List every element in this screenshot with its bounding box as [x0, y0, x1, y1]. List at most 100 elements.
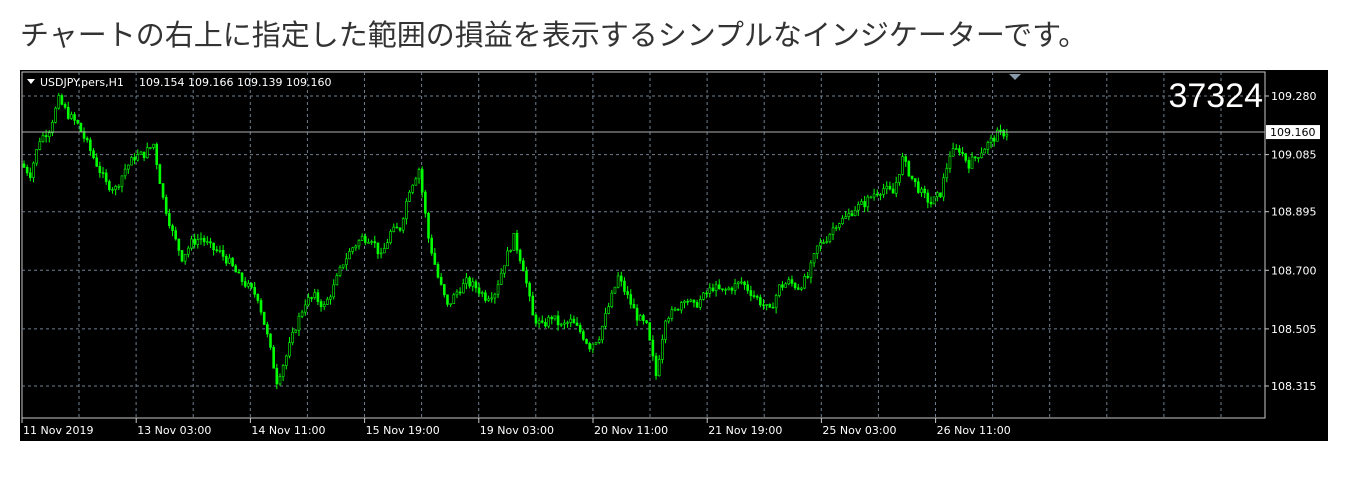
- candle-body: [686, 300, 689, 303]
- candle-body: [547, 316, 550, 327]
- candle-body: [183, 253, 187, 262]
- candle-body: [822, 242, 825, 244]
- candle-body: [73, 114, 76, 121]
- candle-body: [746, 284, 749, 291]
- candle-body: [727, 287, 731, 290]
- candle-body: [234, 265, 238, 273]
- candle-body: [866, 196, 870, 208]
- candle-body: [518, 249, 522, 262]
- candle-body: [41, 135, 45, 142]
- candle-body: [114, 186, 117, 190]
- candle-body: [47, 132, 51, 138]
- candle-body: [357, 240, 361, 247]
- candle-body: [875, 193, 879, 196]
- candle-body: [177, 238, 181, 251]
- candle-body: [329, 296, 332, 300]
- candle-body: [95, 157, 98, 167]
- candle-body: [70, 114, 73, 119]
- candle-body: [199, 237, 203, 240]
- candle-body: [831, 227, 835, 235]
- candle-body: [259, 300, 263, 313]
- candle-body: [907, 161, 911, 177]
- candle-body: [714, 284, 718, 292]
- candle-body: [155, 143, 159, 165]
- candle-body: [771, 306, 775, 309]
- candle-body: [458, 291, 462, 294]
- candle-body: [607, 306, 610, 314]
- candle-body: [762, 304, 765, 307]
- candle-body: [313, 292, 317, 298]
- candle-body: [926, 192, 930, 203]
- candle-body: [942, 177, 945, 198]
- candle-body: [307, 297, 310, 306]
- candle-body: [977, 157, 980, 159]
- candle-body: [253, 287, 256, 295]
- candle-body: [664, 320, 667, 340]
- candle-body: [572, 318, 576, 324]
- candle-body: [594, 342, 598, 345]
- candle-body: [563, 322, 566, 325]
- candle-body: [825, 241, 829, 243]
- candle-body: [373, 241, 377, 244]
- candle-body: [278, 376, 282, 385]
- candle-body: [433, 252, 437, 265]
- candle-body: [705, 292, 708, 295]
- candle-body: [297, 315, 301, 331]
- candle-body: [133, 157, 136, 161]
- candle-body: [493, 293, 497, 299]
- candle-body: [300, 311, 304, 317]
- candle-body: [417, 169, 421, 180]
- candle-body: [996, 129, 999, 142]
- candle-body: [187, 247, 190, 255]
- candle-body: [945, 168, 949, 179]
- candle-body: [332, 284, 336, 298]
- candle-body: [967, 159, 971, 169]
- candle-body: [803, 276, 806, 289]
- candle-body: [847, 213, 851, 218]
- candle-body: [452, 294, 456, 305]
- candle-body: [92, 150, 95, 159]
- candle-body: [506, 250, 509, 267]
- candle-body: [838, 223, 841, 228]
- candle-body: [869, 196, 873, 199]
- candle-body: [341, 264, 345, 268]
- candle-body: [610, 292, 614, 307]
- candle-body: [989, 137, 993, 143]
- candle-body: [54, 107, 57, 123]
- candles: [22, 92, 1009, 390]
- candle-body: [354, 245, 358, 249]
- candle-body: [294, 329, 298, 333]
- candle-body: [291, 331, 294, 343]
- candle-body: [872, 193, 876, 198]
- dropdown-triangle-icon[interactable]: [27, 79, 35, 84]
- candle-body: [44, 135, 48, 138]
- candle-body: [983, 148, 987, 154]
- y-tick-label: 108.700: [1271, 264, 1317, 277]
- candle-body: [322, 304, 326, 308]
- candle-body: [303, 304, 307, 313]
- candle-body: [774, 295, 778, 309]
- candle-body: [850, 213, 854, 216]
- candle-body: [499, 272, 503, 285]
- candle-body: [939, 192, 942, 198]
- candle-body: [812, 253, 816, 264]
- candle-body: [683, 300, 686, 303]
- chart-shift-marker-icon[interactable]: [1009, 74, 1021, 80]
- candle-body: [484, 292, 487, 301]
- price-chart[interactable]: USDJPY.pers,H1 109.154 109.166 109.139 1…: [20, 70, 1328, 441]
- current-price-label: 109.160: [1270, 126, 1316, 139]
- candle-body: [145, 147, 149, 159]
- candle-body: [202, 237, 206, 243]
- candle-body: [351, 247, 354, 252]
- candle-body: [973, 156, 977, 159]
- candle-body: [898, 174, 901, 183]
- candle-body: [891, 188, 895, 194]
- candle-body: [958, 148, 961, 153]
- candle-body: [461, 283, 465, 294]
- candle-body: [275, 367, 279, 385]
- candle-body: [237, 271, 241, 274]
- candle-body: [796, 287, 800, 290]
- candle-body: [929, 201, 933, 205]
- y-tick-label: 108.895: [1271, 206, 1317, 219]
- candle-body: [626, 291, 629, 295]
